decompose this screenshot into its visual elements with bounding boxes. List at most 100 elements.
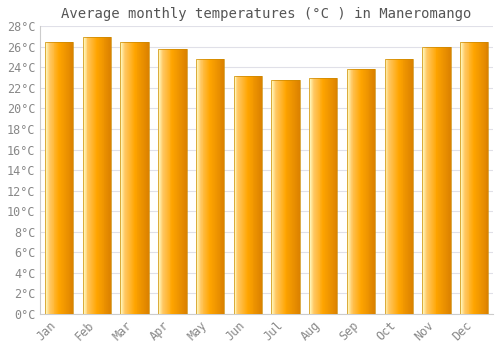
Bar (336, 78, 338, 314)
Bar (47, 42, 48, 314)
Bar (465, 42, 466, 314)
Bar (66, 42, 68, 314)
Bar (234, 76, 236, 314)
Bar (372, 69, 374, 314)
Bar (200, 59, 202, 314)
Bar (422, 47, 450, 314)
Bar (272, 80, 299, 314)
Bar (168, 49, 170, 314)
Bar (291, 80, 292, 314)
Bar (214, 59, 215, 314)
Bar (170, 49, 172, 314)
Bar (278, 80, 279, 314)
Bar (364, 69, 365, 314)
Bar (470, 42, 472, 314)
Bar (210, 59, 211, 314)
Bar (258, 76, 259, 314)
Bar (158, 49, 159, 314)
Bar (299, 80, 300, 314)
Bar (432, 47, 434, 314)
Bar (295, 80, 296, 314)
Bar (409, 59, 410, 314)
Bar (238, 76, 240, 314)
Bar (277, 80, 278, 314)
Bar (274, 80, 275, 314)
Bar (180, 49, 181, 314)
Bar (90, 36, 91, 314)
Bar (390, 59, 391, 314)
Bar (158, 49, 186, 314)
Bar (58, 42, 59, 314)
Bar (63, 42, 64, 314)
Bar (252, 76, 254, 314)
Bar (288, 80, 290, 314)
Bar (260, 76, 261, 314)
Bar (392, 59, 393, 314)
Bar (359, 69, 360, 314)
Bar (426, 47, 427, 314)
Bar (486, 42, 488, 314)
Bar (259, 76, 260, 314)
Bar (316, 78, 318, 314)
Bar (102, 36, 104, 314)
Bar (284, 80, 286, 314)
Bar (393, 59, 394, 314)
Bar (430, 47, 431, 314)
Bar (124, 42, 125, 314)
Bar (275, 80, 276, 314)
Bar (261, 76, 262, 314)
Bar (131, 42, 132, 314)
Bar (213, 59, 214, 314)
Bar (204, 59, 206, 314)
Bar (60, 42, 61, 314)
Bar (52, 42, 54, 314)
Bar (215, 59, 216, 314)
Bar (280, 80, 281, 314)
Bar (354, 69, 356, 314)
Bar (464, 42, 465, 314)
Bar (254, 76, 256, 314)
Bar (145, 42, 146, 314)
Bar (356, 69, 357, 314)
Bar (59, 42, 60, 314)
Bar (247, 76, 248, 314)
Bar (236, 76, 238, 314)
Bar (49, 42, 50, 314)
Bar (94, 36, 95, 314)
Bar (327, 78, 328, 314)
Bar (65, 42, 66, 314)
Bar (365, 69, 366, 314)
Bar (320, 78, 322, 314)
Bar (311, 78, 312, 314)
Bar (448, 47, 450, 314)
Bar (404, 59, 406, 314)
Bar (182, 49, 184, 314)
Bar (50, 42, 51, 314)
Bar (397, 59, 398, 314)
Bar (240, 76, 241, 314)
Bar (357, 69, 358, 314)
Bar (175, 49, 176, 314)
Bar (445, 47, 446, 314)
Bar (463, 42, 464, 314)
Bar (164, 49, 165, 314)
Bar (368, 69, 370, 314)
Bar (297, 80, 298, 314)
Bar (64, 42, 65, 314)
Bar (466, 42, 468, 314)
Bar (202, 59, 203, 314)
Bar (444, 47, 445, 314)
Bar (244, 76, 245, 314)
Bar (477, 42, 478, 314)
Bar (177, 49, 178, 314)
Bar (408, 59, 409, 314)
Bar (478, 42, 479, 314)
Bar (220, 59, 222, 314)
Bar (425, 47, 426, 314)
Bar (332, 78, 334, 314)
Bar (72, 42, 74, 314)
Bar (241, 76, 242, 314)
Bar (427, 47, 428, 314)
Bar (475, 42, 476, 314)
Bar (402, 59, 404, 314)
